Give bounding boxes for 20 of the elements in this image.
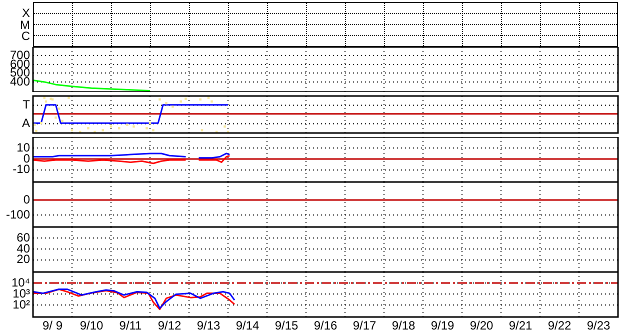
x-tick-label: 9/10 — [80, 318, 104, 333]
y-tick-label: -100 — [6, 207, 30, 222]
text: T — [22, 98, 31, 112]
x-tick-label: 9/17 — [352, 318, 376, 333]
x-tick-label: 9/19 — [430, 318, 454, 333]
text: C — [21, 28, 30, 44]
x-tick-label: 9/20 — [470, 318, 494, 333]
x-tick-label: 9/21 — [508, 318, 532, 333]
y-tick-label: 0 — [23, 192, 30, 206]
x-tick-label: 9/16 — [314, 318, 338, 333]
x-tick-label: 9/22 — [548, 318, 572, 333]
x-tick-label: 9/ 9 — [42, 318, 63, 333]
x-tick-label: 9/12 — [158, 318, 182, 333]
x-tick-label: 9/13 — [196, 318, 220, 333]
x-tick-label: 9/14 — [236, 318, 260, 333]
x-tick-label: 9/15 — [274, 318, 298, 333]
x-tick-label: 9/23 — [586, 318, 610, 333]
x-tick-label: 9/18 — [392, 318, 416, 333]
x-tick-label: 9/11 — [119, 318, 142, 333]
text: A — [22, 116, 30, 130]
